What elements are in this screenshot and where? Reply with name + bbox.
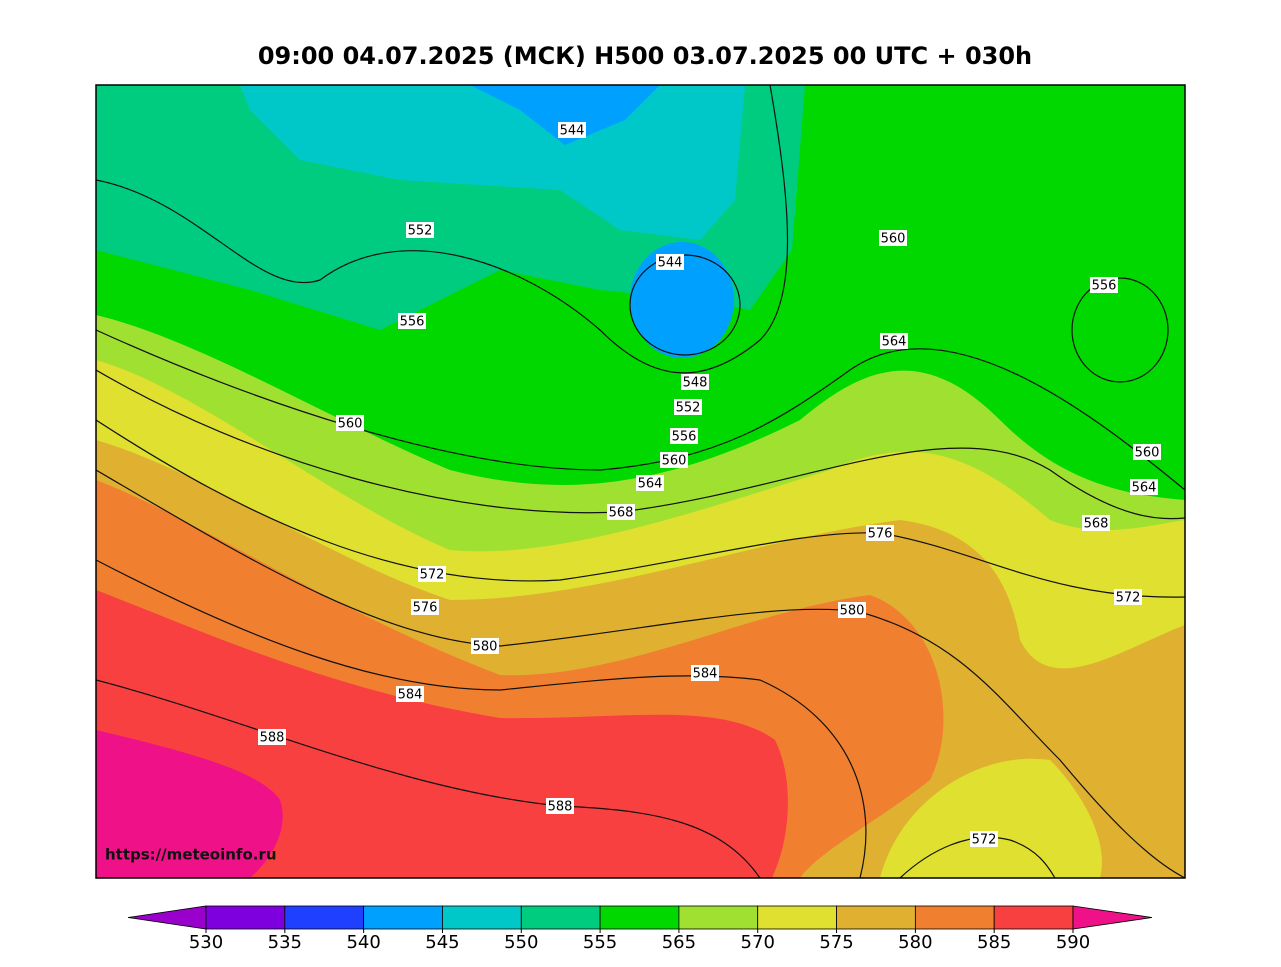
contour-label-bg <box>656 254 684 270</box>
contour-label-bg <box>411 599 439 615</box>
contour-label: 580 <box>473 640 498 655</box>
contour-label-bg <box>607 504 635 520</box>
contour-label-bg <box>406 222 434 238</box>
contour-label-bg <box>396 686 424 702</box>
colorbar-segment <box>599 905 680 930</box>
colorbar-tick-label: 590 <box>1056 932 1090 953</box>
contour-label: 564 <box>638 477 663 492</box>
colorbar-tick-label: 530 <box>189 932 223 953</box>
colorbar-segment <box>520 905 601 930</box>
colorbar-tick-label: 550 <box>504 932 538 953</box>
contour-label-bg <box>970 831 998 847</box>
contour-label-bg <box>691 665 719 681</box>
contour-label: 584 <box>693 667 718 682</box>
contour-label: 572 <box>420 568 445 583</box>
colorbar-tick-label: 555 <box>583 932 617 953</box>
colorbar-segment <box>993 905 1074 930</box>
contour-label: 552 <box>408 224 433 239</box>
contour-label: 588 <box>260 731 285 746</box>
colorbar-segment <box>442 905 522 930</box>
contour-label: 552 <box>676 401 701 416</box>
colorbar-segment <box>914 905 995 930</box>
contour-label-bg <box>1130 479 1158 495</box>
fill-570 <box>880 758 1102 878</box>
colorbar-segment <box>836 905 916 930</box>
colorbar-segment <box>284 905 365 930</box>
colorbar-tick-label: 585 <box>977 932 1011 953</box>
colorbar-segment <box>757 905 837 930</box>
height-field <box>96 85 1185 878</box>
contour-label: 564 <box>882 335 907 350</box>
map-frame <box>95 84 1186 879</box>
contour-label-bg <box>660 452 688 468</box>
contour-label-bg <box>670 428 698 444</box>
isohypses <box>96 85 1185 878</box>
contour-label-bg <box>1114 589 1142 605</box>
fill-545 <box>240 85 745 240</box>
contour-label-bg <box>1082 515 1110 531</box>
contour-label: 584 <box>398 688 423 703</box>
contour-label-bg <box>1090 277 1118 293</box>
contour-label: 560 <box>662 454 687 469</box>
contour-label: 568 <box>1084 517 1109 532</box>
contour-label-bg <box>336 415 364 431</box>
colorbar-extend-high <box>1072 905 1153 930</box>
contour-label: 560 <box>338 417 363 432</box>
contour-label-bg <box>681 374 709 390</box>
contour-label: 560 <box>881 232 906 247</box>
colorbar: 530 535 540 545 550 555 565 570 575 580 585 590 <box>127 905 1153 953</box>
contour-label-bg <box>838 602 866 618</box>
title: 09:00 04.07.2025 (МСК) H500 03.07.2025 0… <box>258 42 1032 70</box>
colorbar-tick-label: 540 <box>346 932 380 953</box>
contour-label-bg <box>880 333 908 349</box>
colorbar-tick-label: 545 <box>425 932 459 953</box>
colorbar-tick-label: 575 <box>819 932 853 953</box>
contour-label: 572 <box>972 833 997 848</box>
contour-label: 588 <box>548 800 573 815</box>
contour-label: 544 <box>560 124 585 139</box>
contour-label: 556 <box>400 315 425 330</box>
colorbar-tick-label: 565 <box>662 932 696 953</box>
contour-label-bg <box>558 122 586 138</box>
colorbar-segment <box>363 905 443 930</box>
contour-label-bg <box>398 313 426 329</box>
contour-label: 548 <box>683 376 708 391</box>
source-watermark: https://meteoinfo.ru <box>105 846 277 864</box>
colorbar-segment <box>205 905 286 930</box>
contour-label-bg <box>1133 444 1161 460</box>
contour-label-bg <box>879 230 907 246</box>
contour-label: 556 <box>1092 279 1117 294</box>
contour-labels: 544 552 544 556 560 556 564 548 552 556 560 560 564 5… <box>258 122 1161 848</box>
contour-label: 568 <box>609 506 634 521</box>
contour-label-bg <box>866 525 894 541</box>
contour-label: 580 <box>840 604 865 619</box>
fill-540 <box>470 85 660 145</box>
fill-540 <box>630 242 734 358</box>
contour-label-bg <box>471 638 499 654</box>
contour-label: 564 <box>1132 481 1157 496</box>
contour-label: 560 <box>1135 446 1160 461</box>
colorbar-tick-label: 570 <box>741 932 775 953</box>
contour-label: 576 <box>868 527 893 542</box>
contour-label-bg <box>258 729 286 745</box>
colorbar-tick-label: 580 <box>898 932 932 953</box>
contour-label: 576 <box>413 601 438 616</box>
contour-label: 544 <box>658 256 683 271</box>
contour-label-bg <box>418 566 446 582</box>
contour-label-bg <box>546 798 574 814</box>
contour-label-bg <box>674 399 702 415</box>
contour-label: 556 <box>672 430 697 445</box>
colorbar-segment <box>678 905 759 930</box>
contour-label: 572 <box>1116 591 1141 606</box>
colorbar-extend-low <box>127 905 207 930</box>
colorbar-tick-label: 535 <box>268 932 302 953</box>
contour-label-bg <box>636 475 664 491</box>
fill-590 <box>96 730 283 878</box>
